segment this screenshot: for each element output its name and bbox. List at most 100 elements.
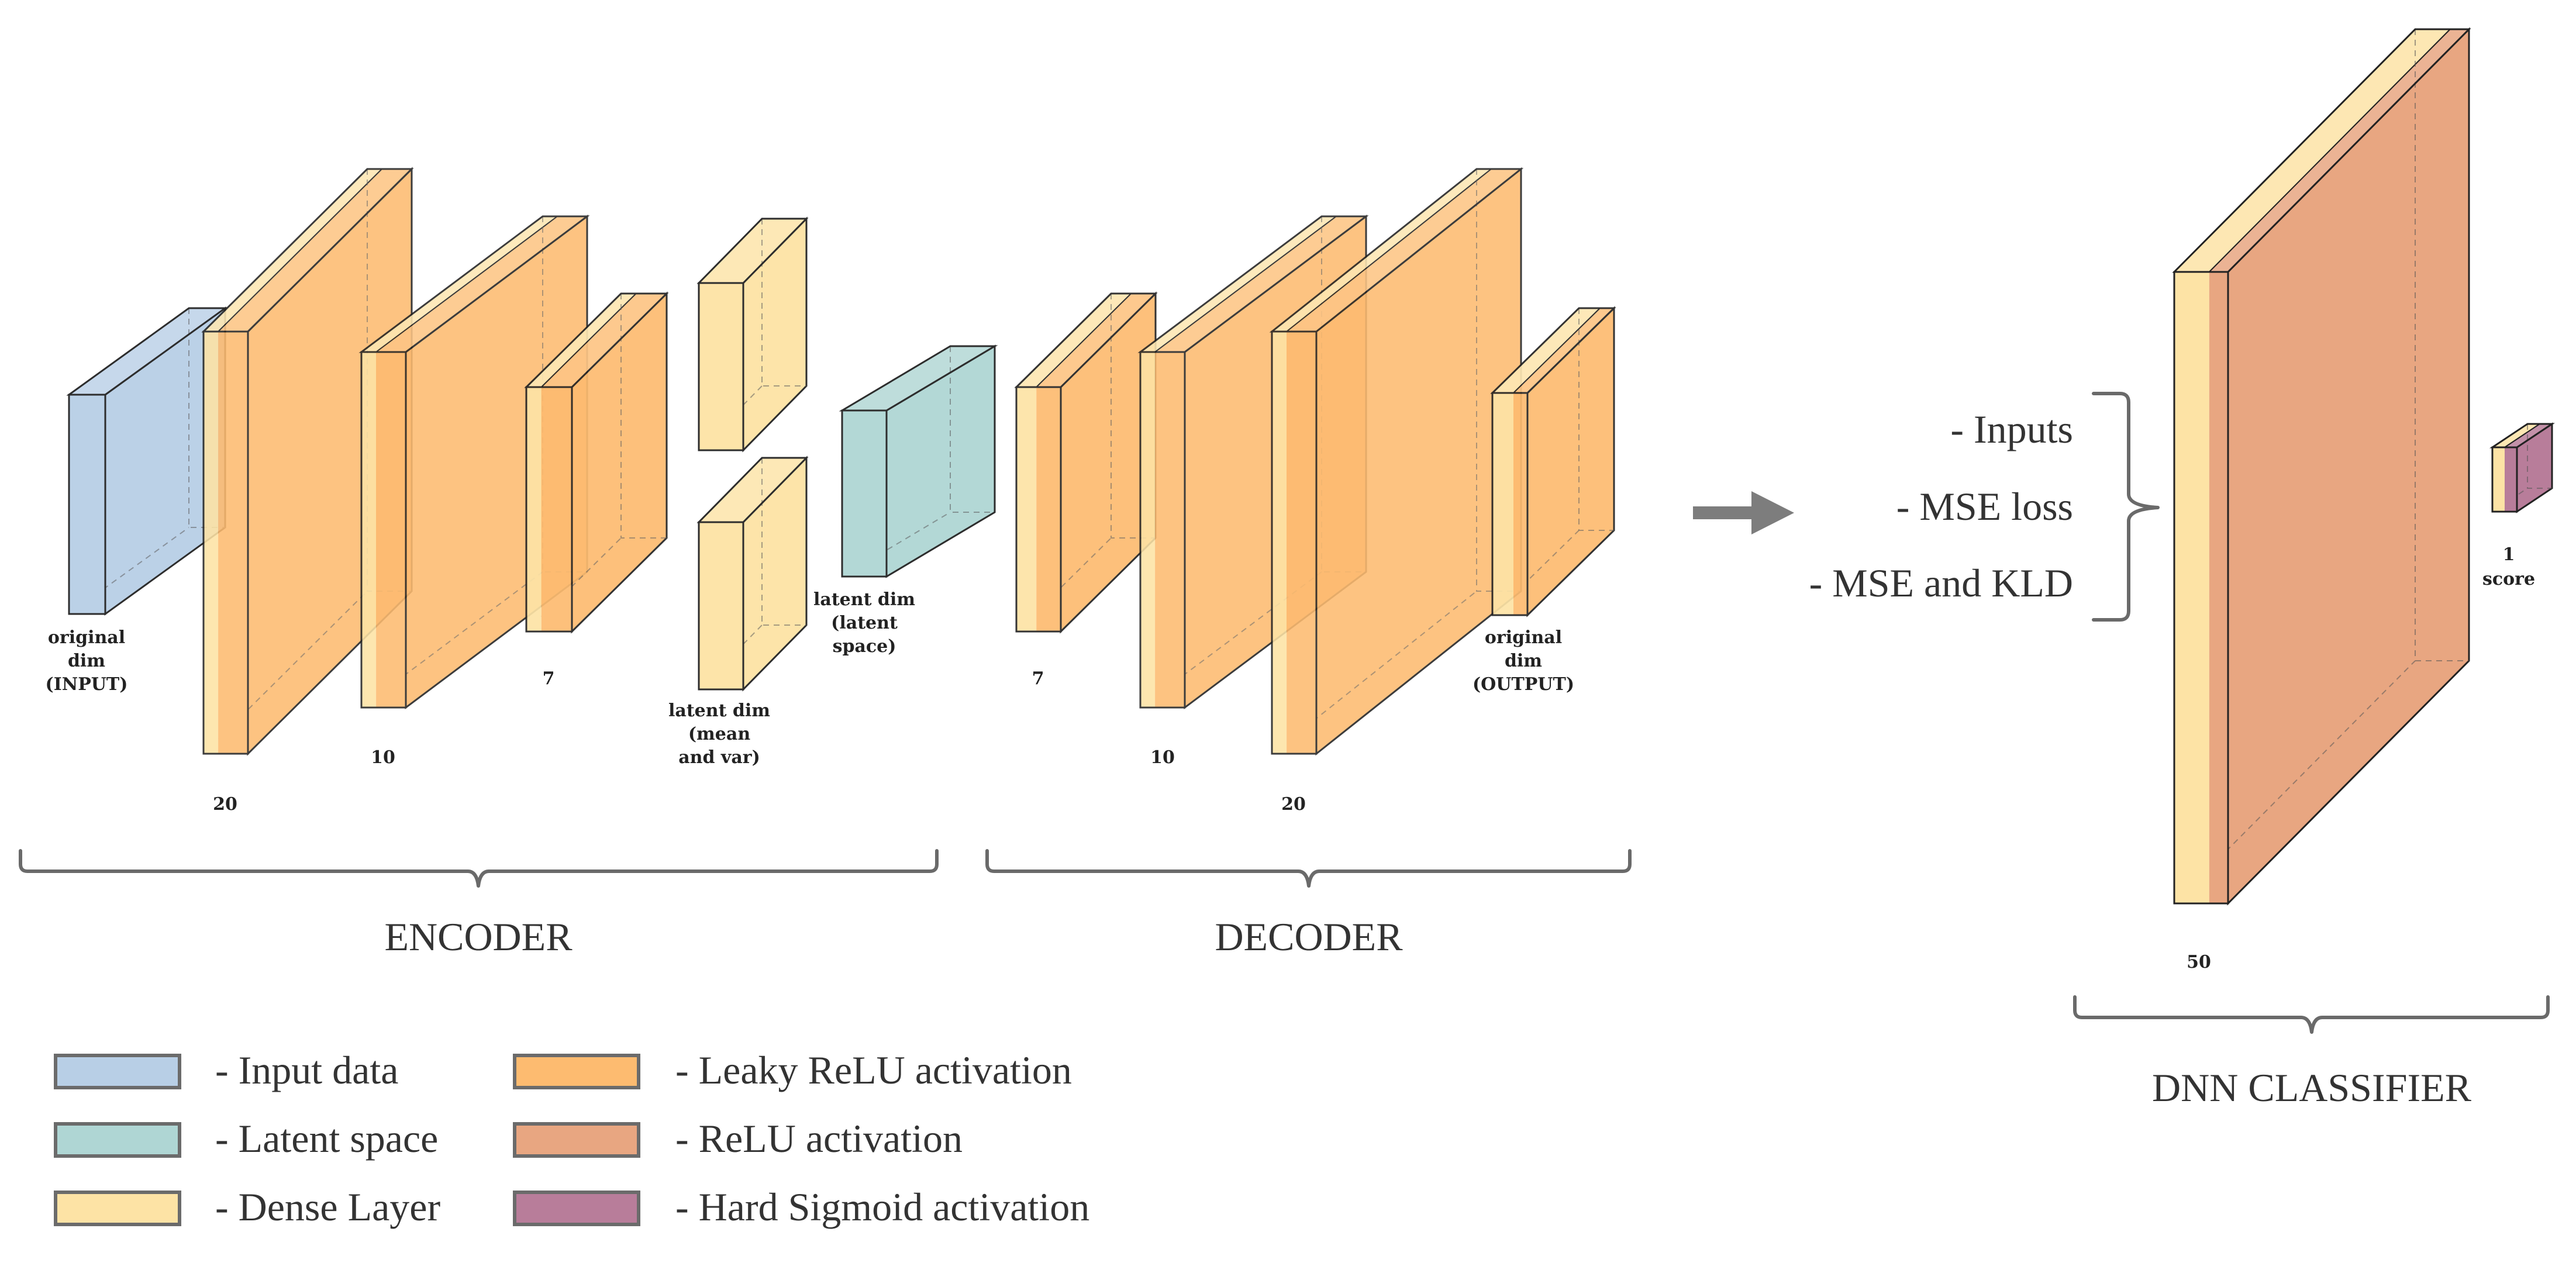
classifier-score-block-front-face-0 [2492,447,2505,512]
encoder-var-block-front-face-0 [699,522,743,689]
legend-item-hard-sigmoid: - Hard Sigmoid activation [513,1185,1089,1229]
legend-label-leaky-relu: - Leaky ReLU activation [675,1048,1072,1092]
encoder-layer-7-block [524,291,669,634]
encoder-input-block-front-face-0 [69,395,105,614]
output-label-line1: original [1485,627,1562,648]
decoder-layer-20-label: 20 [1281,794,1306,815]
encoder-input-block-top-outline [66,307,228,396]
decoder-output-block-top-outline [1490,307,1616,394]
encoder-layer-7-label: 7 [543,668,555,689]
score-label-line2: score [2482,569,2535,589]
legend-swatch-hard-sigmoid [513,1191,640,1226]
decoder-output-block-front-face-1 [1513,393,1527,615]
legend-label-hard-sigmoid: - Hard Sigmoid activation [675,1185,1089,1229]
latent-label-line1: latent dim [813,589,915,610]
encoder-latent-block-front-face-0 [842,410,887,577]
mean-var-label-line3: and var) [678,747,760,768]
legend: - Input data - Latent space - Dense Laye… [54,1048,1089,1229]
encoder-title: ENCODER [384,915,573,959]
legend-label-latent: - Latent space [215,1116,438,1161]
classifier-layer-50-block [2172,27,2471,906]
classifier-score-block-top-outline [2489,423,2555,448]
classifier-input-item-2: - MSE loss [1896,484,2073,529]
score-label-line1: 1 [2503,544,2515,565]
layer-blocks [66,27,2555,906]
input-label-line3: (INPUT) [46,674,128,695]
decoder-output-block [1490,306,1616,617]
classifier-input-item-3: - MSE and KLD [1809,561,2073,605]
classifier-input-item-1: - Inputs [1950,407,2073,451]
flow-arrow-icon [1693,491,1794,534]
encoder-layer-7-block-front-face-0 [526,387,542,632]
legend-item-relu: - ReLU activation [513,1116,963,1161]
decoder-layer-20-block-hidden-edges [1476,169,1521,592]
encoder-mean-block-hidden-edges [761,219,806,387]
encoder-layer-10-block-front-face-1 [376,352,406,708]
encoder-latent-block [839,344,998,578]
classifier-layer-50-block-front-face-0 [2174,272,2209,903]
legend-item-input-data: - Input data [54,1048,398,1092]
classifier-layer-50-block-front-face-1 [2209,272,2228,903]
decoder-layer-7-block-top-outline [1014,292,1158,388]
encoder-layer-7-block-front-face-1 [541,387,572,632]
output-label-line3: (OUTPUT) [1473,674,1574,695]
legend-item-latent-space: - Latent space [54,1116,438,1161]
legend-label-dense: - Dense Layer [215,1185,440,1229]
classifier-brace [2073,995,2550,1034]
encoder-layer-20-block-front-face-0 [204,332,219,754]
encoder-layer-10-block-front-face-0 [361,352,377,708]
mean-var-label-line1: latent dim [668,701,770,721]
classifier-layer-50-block-top-outline [2172,28,2471,273]
classifier-score-block [2489,422,2555,513]
latent-label-line2: (latent [831,613,898,633]
decoder-layer-20-block-front-face-1 [1287,332,1316,754]
latent-label-line3: space) [833,636,896,657]
decoder-layer-10-block-top-outline [1137,215,1369,353]
input-label-line2: dim [68,651,105,671]
encoder-var-block-top-outline [696,457,809,523]
encoder-latent-block-top-outline [839,345,998,412]
decoder-layer-20-block [1269,167,1524,756]
decoder-output-block-front-face-0 [1492,393,1513,615]
encoder-mean-block-top-outline [696,218,809,284]
decoder-layer-7-label: 7 [1032,668,1044,689]
legend-swatch-leaky-relu [513,1054,640,1089]
classifier-title: DNN CLASSIFIER [2152,1065,2472,1110]
decoder-layer-10-block-front-face-0 [1140,352,1156,708]
encoder-layer-20-block-top-outline [201,168,414,333]
encoder-layer-20-block-front-face-1 [218,332,248,754]
encoder-layer-7-block-top-outline [524,292,669,388]
encoder-mean-block [696,216,809,453]
decoder-labels: 7 10 20 original dim (OUTPUT) [1032,627,1574,815]
decoder-layer-7-block-front-face-0 [1016,387,1037,632]
legend-label-relu: - ReLU activation [675,1116,963,1161]
decoder-layer-20-block-top-outline [1269,168,1524,333]
encoder-layer-10-block-top-outline [358,215,590,353]
legend-label-input: - Input data [215,1048,398,1092]
mean-var-label-line2: (mean [688,724,750,744]
classifier-layer-50-label: 50 [2187,952,2211,972]
decoder-layer-7-block [1014,291,1158,634]
encoder-var-block [696,456,809,692]
classifier-inputs-brace [2092,392,2160,622]
output-label-line2: dim [1505,651,1542,671]
encoder-layer-20-block-hidden-diagonal [203,591,368,754]
legend-swatch-latent [54,1122,181,1158]
decoder-layer-7-block-front-face-1 [1036,387,1061,632]
decoder-layer-10-block-front-face-1 [1155,352,1185,708]
encoder-brace [19,849,939,888]
classifier-score-block-front-face-1 [2505,447,2517,512]
encoder-layer-20-label: 20 [213,794,237,815]
decoder-layer-10-label: 10 [1150,747,1175,768]
encoder-labels: original dim (INPUT) 20 10 7 latent dim … [46,589,916,815]
decoder-layer-20-block-front-face-0 [1272,332,1287,754]
legend-item-dense-layer: - Dense Layer [54,1185,440,1229]
legend-swatch-relu [513,1122,640,1158]
decoder-brace [985,849,1632,888]
decoder-title: DECODER [1215,915,1403,959]
input-label-line1: original [48,627,125,648]
encoder-var-block-hidden-edges [761,458,806,626]
encoder-layer-10-label: 10 [371,747,395,768]
legend-swatch-input [54,1054,181,1089]
